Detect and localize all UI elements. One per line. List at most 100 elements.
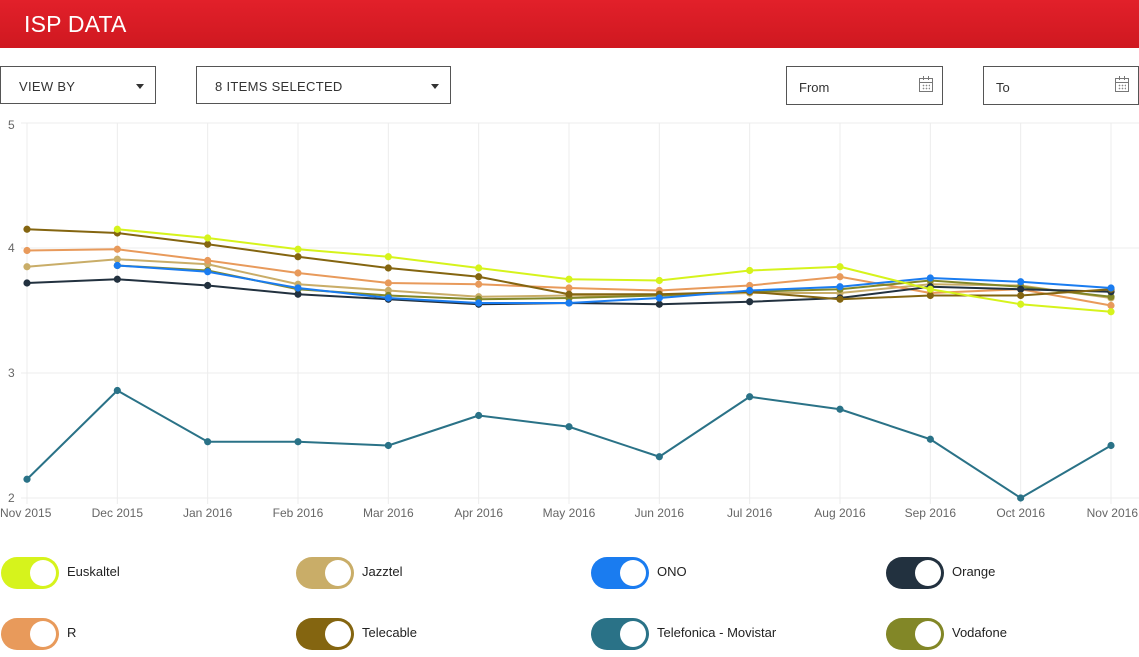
data-point-telecable	[475, 273, 483, 281]
legend-item-ono[interactable]: ONO	[591, 557, 831, 591]
data-point-ono	[926, 274, 934, 282]
data-point-ono	[1017, 278, 1025, 286]
data-point-jazztel	[23, 263, 31, 271]
data-point-telefonica-movistar	[926, 435, 934, 443]
view-by-label: VIEW BY	[19, 79, 76, 94]
x-tick-label: Nov 2016	[1087, 506, 1139, 520]
legend-label: R	[67, 625, 77, 640]
data-point-r	[294, 269, 302, 277]
data-point-euskaltel	[204, 234, 212, 242]
from-date-input[interactable]	[787, 67, 942, 104]
legend-toggle-euskaltel[interactable]	[1, 557, 59, 589]
legend-item-orange[interactable]: Orange	[886, 557, 1126, 591]
data-point-ono	[565, 299, 573, 307]
data-point-telecable	[204, 240, 212, 248]
calendar-icon[interactable]	[919, 76, 933, 92]
series-line-ono	[117, 264, 1112, 304]
data-point-euskaltel	[384, 253, 392, 261]
data-point-euskaltel	[1017, 300, 1025, 308]
data-point-telecable	[294, 253, 302, 261]
toggle-knob	[915, 560, 941, 586]
toggle-knob	[30, 621, 56, 647]
data-point-r	[204, 256, 212, 265]
legend-toggle-telecable[interactable]	[296, 618, 354, 650]
data-point-ono	[384, 294, 392, 302]
data-point-euskaltel	[565, 275, 573, 283]
data-point-ono	[655, 294, 663, 302]
data-point-r	[475, 280, 483, 288]
data-point-telecable	[836, 295, 844, 303]
data-point-r	[384, 279, 392, 287]
data-point-euskaltel	[655, 276, 663, 285]
data-point-telecable	[23, 225, 31, 233]
items-selected-label: 8 ITEMS SELECTED	[215, 79, 343, 94]
data-point-r	[113, 245, 121, 253]
data-point-ono	[1107, 284, 1115, 292]
legend-label: Orange	[952, 564, 996, 579]
data-point-r	[1107, 301, 1115, 310]
data-point-euskaltel	[475, 264, 483, 272]
data-point-telecable	[926, 291, 934, 300]
data-point-telefonica-movistar	[1017, 494, 1025, 502]
data-point-telefonica-movistar	[113, 386, 121, 395]
view-by-dropdown[interactable]: VIEW BY	[0, 66, 156, 104]
legend-toggle-orange[interactable]	[886, 557, 944, 589]
x-tick-label: May 2016	[543, 506, 596, 520]
data-point-r	[836, 273, 844, 281]
toggle-knob	[325, 560, 351, 586]
data-point-orange	[23, 279, 31, 287]
legend-item-r[interactable]: R	[1, 618, 241, 652]
legend-toggle-telefonica-movistar[interactable]	[591, 618, 649, 650]
data-point-telefonica-movistar	[836, 405, 844, 413]
data-point-telefonica-movistar	[384, 441, 392, 450]
y-tick-label: 2	[8, 491, 15, 505]
chevron-down-icon	[431, 84, 439, 89]
data-point-ono	[204, 268, 212, 276]
app-header: ISP DATA	[0, 0, 1139, 48]
data-point-orange	[746, 298, 754, 306]
x-tick-label: Sep 2016	[905, 506, 957, 520]
legend-item-telefonica-movistar[interactable]: Telefonica - Movistar	[591, 618, 831, 652]
legend-toggle-jazztel[interactable]	[296, 557, 354, 589]
legend-toggle-r[interactable]	[1, 618, 59, 650]
x-tick-label: Mar 2016	[363, 506, 414, 520]
data-point-telefonica-movistar	[23, 475, 31, 483]
legend-label: ONO	[657, 564, 687, 579]
data-point-telefonica-movistar	[565, 423, 573, 431]
line-chart: 2 3 4 5 Nov 2015 Dec 2015 Jan 2016 Feb 2016 Mar …	[0, 118, 1139, 520]
toggle-knob	[30, 560, 56, 586]
toggle-knob	[915, 621, 941, 647]
y-tick-label: 4	[8, 241, 15, 255]
data-point-euskaltel	[113, 225, 121, 233]
x-tick-label: Feb 2016	[273, 506, 324, 520]
legend-item-vodafone[interactable]: Vodafone	[886, 618, 1126, 652]
data-point-euskaltel	[1107, 308, 1115, 316]
x-tick-label: Jan 2016	[183, 506, 233, 520]
legend-toggle-ono[interactable]	[591, 557, 649, 589]
data-point-ono	[294, 284, 302, 292]
data-point-ono	[836, 283, 844, 291]
toggle-knob	[325, 621, 351, 647]
x-tick-label: Oct 2016	[996, 506, 1045, 520]
data-point-telecable	[565, 290, 573, 298]
page-title: ISP DATA	[24, 11, 127, 37]
legend-item-euskaltel[interactable]: Euskaltel	[1, 557, 241, 591]
legend-item-jazztel[interactable]: Jazztel	[296, 557, 536, 591]
x-tick-label: Dec 2015	[92, 506, 144, 520]
legend-toggle-vodafone[interactable]	[886, 618, 944, 650]
data-point-orange	[1017, 285, 1025, 293]
toggle-knob	[620, 560, 646, 586]
chevron-down-icon	[136, 84, 144, 89]
legend-item-telecable[interactable]: Telecable	[296, 618, 536, 652]
data-point-orange	[204, 281, 212, 290]
items-selected-dropdown[interactable]: 8 ITEMS SELECTED	[196, 66, 451, 104]
x-tick-label: Aug 2016	[814, 506, 866, 520]
from-date-field	[786, 66, 943, 105]
calendar-icon[interactable]	[1115, 76, 1129, 92]
data-point-r	[746, 281, 754, 290]
data-point-ono	[475, 299, 483, 307]
data-point-euskaltel	[746, 266, 754, 275]
y-tick-label: 5	[8, 118, 15, 132]
data-point-telecable	[384, 264, 392, 272]
to-date-input[interactable]	[984, 67, 1138, 104]
